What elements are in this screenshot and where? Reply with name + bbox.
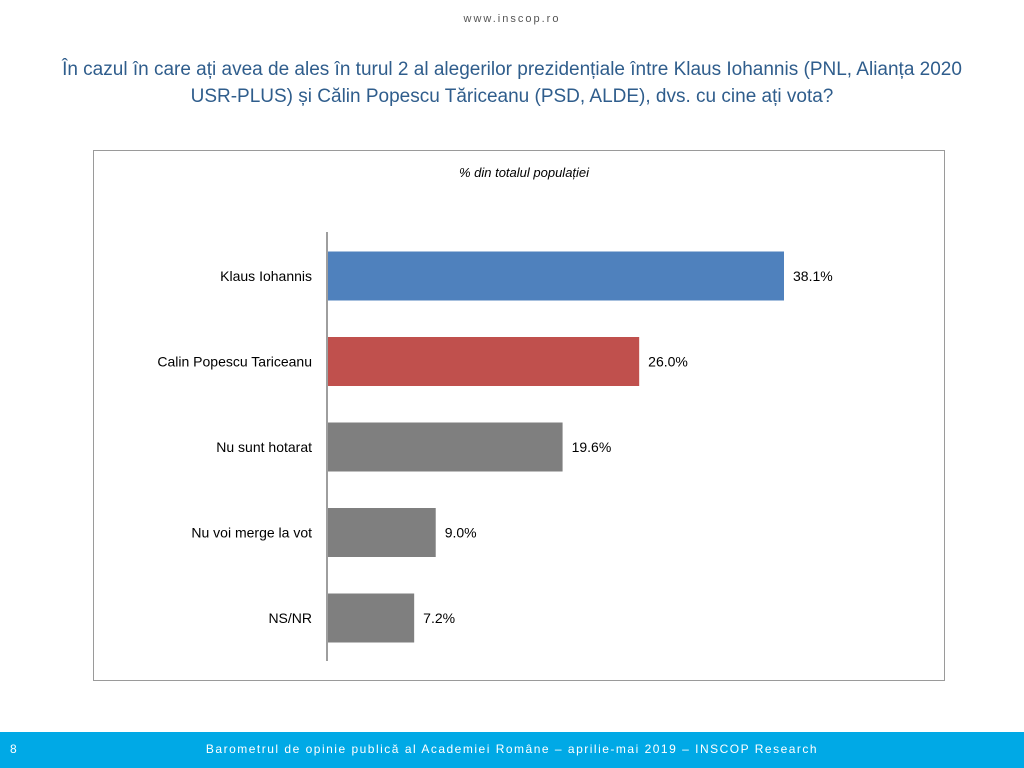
value-label: 26.0% [648,354,688,370]
page-number: 8 [10,742,17,756]
category-label: Calin Popescu Tariceanu [157,354,312,370]
chart-subtitle: % din totalul populației [459,165,590,180]
category-label: Klaus Iohannis [220,268,312,284]
value-label: 19.6% [572,439,612,455]
value-label: 9.0% [445,525,477,541]
category-label: Nu voi merge la vot [191,525,312,541]
site-url: www.inscop.ro [463,13,561,25]
bar [328,422,563,472]
chart-frame: % din totalul populației Klaus Iohannis 3… [93,150,945,681]
footer-text: Barometrul de opinie publică al Academie… [205,742,819,756]
bar [328,508,436,557]
bar-chart: % din totalul populației Klaus Iohannis 3… [157,165,833,661]
category-label: Nu sunt hotarat [216,439,312,455]
category-label: NS/NR [268,610,312,626]
bar [328,337,640,386]
value-label: 7.2% [423,610,455,626]
question-title: În cazul în care ați avea de ales în tur… [62,59,962,107]
bar [328,593,415,643]
footer-bar: 8 Barometrul de opinie publică al Academ… [0,732,1024,768]
bar [328,251,784,301]
value-label: 38.1% [793,268,833,284]
